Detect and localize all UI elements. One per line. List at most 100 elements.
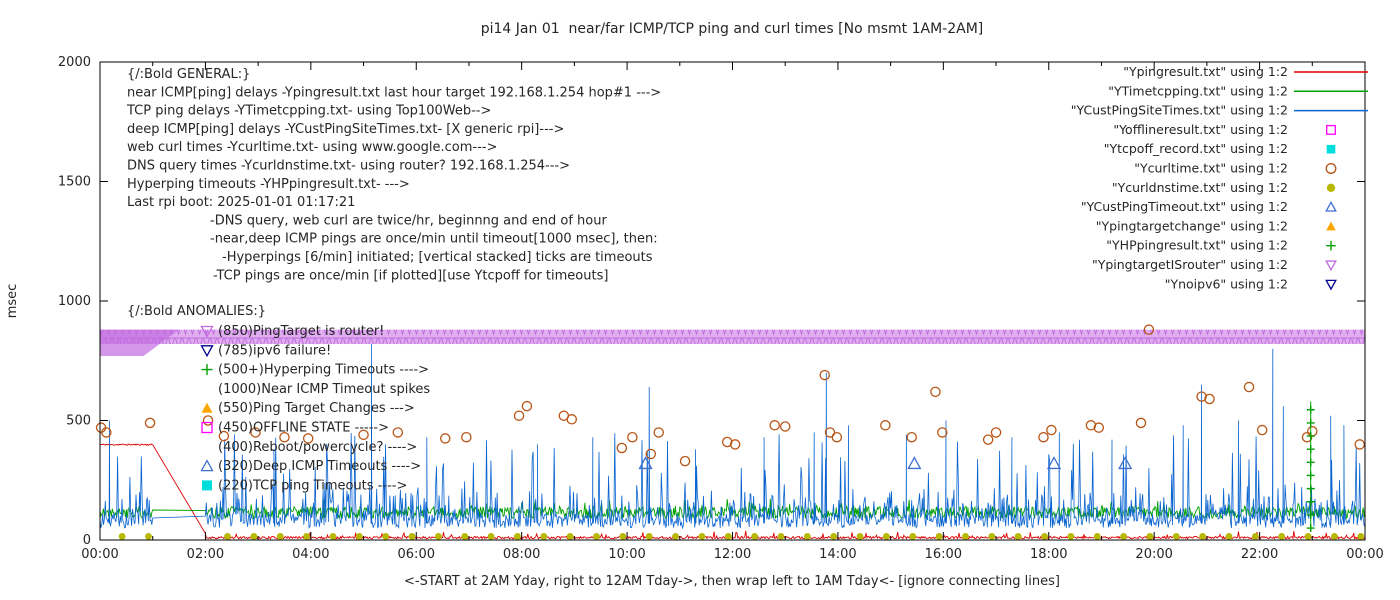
y-tick-label: 2000 — [58, 55, 91, 70]
circle-open-marker — [831, 431, 843, 443]
circle-open-marker — [1307, 426, 1318, 437]
general-note-line: deep ICMP[ping] delays -YCustPingSiteTim… — [127, 122, 564, 137]
circle-open-marker — [1143, 324, 1155, 335]
chart-title: pi14 Jan 01 near/far ICMP/TCP ping and c… — [481, 21, 984, 37]
circle-filled-marker — [566, 533, 574, 540]
general-note-line: Last rpi boot: 2025-01-01 01:17:21 — [127, 195, 355, 210]
y-tick-label: 500 — [66, 414, 91, 429]
legend-label: "Yofflineresult.txt" using 1:2 — [1113, 122, 1288, 137]
circle-filled-marker — [382, 533, 390, 540]
axes-layer: 0 500 1000 1500 2000 00:00 02:00 04:00 06:00 08:0… — [58, 55, 1384, 562]
scatter-Ycurltime — [95, 324, 1365, 467]
series-Ypingresult — [100, 443, 1366, 541]
anomaly-item-label: (850)PingTarget is router! — [218, 324, 384, 339]
circle-open-marker — [627, 431, 638, 443]
circle-filled-marker — [434, 533, 442, 540]
square-filled-marker — [1326, 144, 1336, 154]
circle-open-marker — [566, 414, 577, 425]
triangle-up-filled-marker — [201, 402, 213, 413]
circle-filled-marker — [250, 533, 258, 540]
circle-open-marker — [144, 417, 156, 429]
circle-open-marker — [1085, 420, 1097, 431]
circle-filled-marker — [724, 533, 732, 540]
legend-item: "YTimetcpping.txt" using 1:2 — [1108, 83, 1368, 98]
plus-marker — [1306, 432, 1315, 441]
circle-filled-marker — [1331, 533, 1338, 540]
circle-filled-marker — [619, 533, 627, 540]
circle-open-marker — [1135, 417, 1147, 429]
triangle-up-open-marker — [907, 456, 922, 470]
legend-label: "Ypingresult.txt" using 1:2 — [1123, 64, 1288, 79]
circle-open-marker — [358, 429, 369, 441]
triangle-down-open-marker — [200, 345, 214, 358]
plus-marker — [1306, 484, 1315, 493]
x-tick-label: 00:00 — [81, 547, 118, 562]
anomalies-header: {/:Bold ANOMALIES:} — [127, 304, 266, 319]
circle-open-marker — [521, 400, 533, 412]
circle-filled-marker — [1304, 533, 1312, 540]
legend-label: "Ynoipv6" using 1:2 — [1165, 276, 1288, 291]
circle-filled-marker — [145, 533, 152, 540]
plus-marker — [1306, 497, 1315, 506]
circle-open-marker — [1196, 391, 1207, 402]
circle-filled-marker — [1251, 533, 1259, 540]
legend-item: "YCustPingTimeout.txt" using 1:2 — [1081, 199, 1337, 214]
triangle-up-open-marker — [1118, 456, 1133, 470]
circle-filled-marker — [1225, 533, 1233, 540]
circle-open-marker — [513, 410, 525, 421]
circle-open-marker — [392, 427, 404, 438]
circle-filled-marker — [1357, 533, 1365, 540]
x-axis-label: <-START at 2AM Yday, right to 12AM Tday-… — [404, 574, 1060, 589]
y-axis-label: msec — [5, 284, 20, 319]
x-tick-label: 10:00 — [608, 547, 645, 562]
legend-label: "Ytcpoff_record.txt" using 1:2 — [1104, 141, 1288, 156]
legend-label: "Ypingtargetchange" using 1:2 — [1096, 218, 1288, 233]
x-tick-label: 18:00 — [1030, 547, 1067, 562]
legend-item: "YpingtargetISrouter" using 1:2 — [1092, 257, 1337, 272]
circle-filled-marker — [1326, 183, 1336, 192]
y-tick-label: 0 — [83, 533, 91, 548]
circle-filled-marker — [224, 533, 231, 540]
circle-filled-marker — [1172, 533, 1180, 540]
circle-filled-marker — [487, 533, 495, 540]
legend-item: "YCustPingSiteTimes.txt" using 1:2 — [1071, 103, 1368, 118]
x-tick-label: 20:00 — [1135, 547, 1172, 562]
circle-open-marker — [1204, 393, 1215, 405]
circle-filled-marker — [1093, 533, 1101, 540]
triangle-up-open-marker — [1325, 200, 1337, 212]
x-tick-label: 22:00 — [1241, 547, 1278, 562]
circle-filled-marker — [1014, 533, 1022, 540]
circle-filled-marker — [751, 533, 759, 540]
circle-filled-marker — [355, 533, 363, 540]
circle-filled-marker — [698, 533, 706, 540]
triangle-up-open-marker — [638, 456, 653, 470]
circle-filled-marker — [935, 533, 943, 540]
legend-item: "Ypingtargetchange" using 1:2 — [1096, 218, 1336, 233]
circle-filled-marker — [303, 533, 311, 540]
triangle-up-open-marker — [1046, 456, 1062, 470]
circle-filled-marker — [461, 533, 469, 540]
circle-open-marker — [906, 431, 917, 443]
band-texture — [100, 329, 1365, 345]
circle-open-marker — [461, 431, 472, 443]
square-open-marker — [201, 421, 213, 434]
line-series-layer — [99, 343, 1366, 541]
circle-open-marker — [645, 448, 657, 460]
circle-filled-marker — [1199, 533, 1207, 540]
circle-filled-marker — [540, 533, 548, 540]
circle-open-marker — [101, 427, 112, 438]
plus-marker — [1306, 524, 1315, 533]
circle-filled-marker — [408, 533, 416, 540]
circle-open-marker — [937, 427, 948, 438]
x-tick-label: 02:00 — [187, 547, 224, 562]
general-note-line: near ICMP[ping] delays -Ypingresult.txt … — [127, 85, 661, 100]
triangle-up-open-marker — [200, 459, 214, 472]
circle-filled-marker — [988, 533, 996, 540]
circle-open-marker — [930, 386, 941, 398]
legend-label: "YCustPingTimeout.txt" using 1:2 — [1081, 199, 1288, 214]
general-note-line: -near,deep ICMP pings are once/min until… — [210, 232, 658, 247]
general-note-line: web curl times -Ycurltime.txt- using www… — [127, 140, 497, 155]
legend-item: "Ycurldnstime.txt" using 1:2 — [1112, 180, 1336, 195]
